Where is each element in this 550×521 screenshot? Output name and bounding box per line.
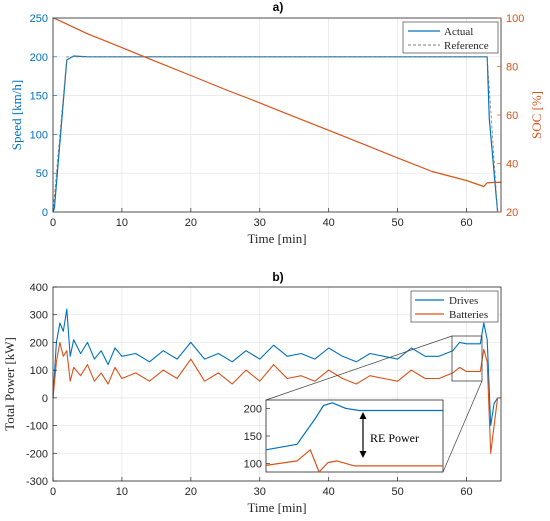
- series-line-actual: [52, 55, 499, 213]
- inset-plot: 100 150 200 RE Power: [244, 399, 444, 473]
- panel-a-lines: [52, 17, 501, 213]
- x-tick-label: 0: [50, 486, 56, 498]
- y-tick-label: -300: [26, 476, 48, 488]
- inset-line-drives: [265, 402, 443, 451]
- y-right-tick-label: 60: [506, 110, 518, 122]
- panel-b-ticks: 0 10 20 30 40 50 60 -300 -200 -100 0 100 200 300 400: [26, 282, 473, 498]
- y-tick-label: 400: [30, 282, 48, 294]
- y-left-tick-label: 150: [30, 91, 48, 103]
- legend-label-drives: Drives: [449, 295, 478, 307]
- x-tick-label: 10: [116, 486, 128, 498]
- panel-a: a) 0 10 20 30 40 50 60 0 50 100 150 200 250 20 40 60 80 1…: [9, 0, 544, 246]
- x-tick-label: 50: [391, 217, 403, 229]
- y-right-tick-label: 20: [506, 207, 518, 219]
- y-left-tick-label: 200: [30, 52, 48, 64]
- panel-b-legend: Drives Batteries: [410, 290, 499, 323]
- y-right-tick-label: 80: [506, 62, 518, 74]
- y-tick-label: 300: [30, 310, 48, 322]
- legend-label-batteries: Batteries: [449, 309, 488, 321]
- x-tick-label: 30: [254, 486, 266, 498]
- y-tick-label: 0: [42, 393, 48, 405]
- y-tick-label: -100: [26, 421, 48, 433]
- inset-y-tick-label: 150: [244, 431, 262, 443]
- inset-line-batteries: [265, 449, 443, 473]
- panel-a-ylabel-right: SOC [%]: [529, 91, 544, 139]
- panel-a-ticks: 0 10 20 30 40 50 60 0 50 100 150 200 250 20 40 60 80 100: [30, 13, 525, 229]
- x-tick-label: 30: [254, 217, 266, 229]
- legend-label-actual: Actual: [444, 26, 473, 38]
- y-left-tick-label: 50: [36, 168, 48, 180]
- panel-b: b) 0 10 20 30 40 50 60 -300 -200 -100 0 100 200 300 40…: [2, 270, 502, 515]
- panel-a-xlabel: Time [min]: [247, 231, 306, 246]
- inset-ticks: 100 150 200: [244, 403, 270, 471]
- x-tick-label: 20: [185, 217, 197, 229]
- series-line-soc: [52, 17, 501, 188]
- x-tick-label: 40: [323, 486, 335, 498]
- inset-y-tick-label: 100: [244, 459, 262, 471]
- y-right-tick-label: 100: [506, 13, 524, 25]
- x-tick-label: 60: [460, 486, 472, 498]
- series-line-batteries: [52, 341, 501, 454]
- x-tick-label: 10: [116, 217, 128, 229]
- y-tick-label: 100: [30, 365, 48, 377]
- panel-b-lines: [52, 308, 501, 454]
- panel-a-legend: Actual Reference: [402, 21, 499, 54]
- series-line-reference: [52, 56, 498, 213]
- legend-label-reference: Reference: [444, 40, 489, 52]
- y-left-tick-label: 100: [30, 129, 48, 141]
- inset-y-tick-label: 200: [244, 403, 262, 415]
- x-tick-label: 50: [391, 486, 403, 498]
- y-right-tick-label: 40: [506, 159, 518, 171]
- inset-frame: [265, 399, 444, 473]
- x-tick-label: 0: [50, 217, 56, 229]
- re-power-label: RE Power: [370, 431, 419, 445]
- x-tick-label: 60: [460, 217, 472, 229]
- x-tick-label: 40: [323, 217, 335, 229]
- panel-b-xlabel: Time [min]: [247, 500, 306, 515]
- y-tick-label: 200: [30, 337, 48, 349]
- panel-b-ylabel: Total Power [kW]: [2, 337, 17, 431]
- zoom-box: [451, 335, 483, 382]
- inset-lines: [265, 402, 443, 473]
- panel-b-title: b): [272, 270, 283, 284]
- panel-a-title: a): [273, 0, 284, 14]
- y-tick-label: -200: [26, 448, 48, 460]
- y-left-tick-label: 0: [42, 207, 48, 219]
- panel-a-ylabel-left: Speed [km/h]: [9, 80, 24, 150]
- y-left-tick-label: 250: [30, 13, 48, 25]
- panel-b-frame: [52, 286, 502, 482]
- zoom-indicator: [265, 335, 483, 473]
- x-tick-label: 20: [185, 486, 197, 498]
- re-power-arrow: [359, 412, 367, 458]
- series-line-drives: [52, 308, 501, 427]
